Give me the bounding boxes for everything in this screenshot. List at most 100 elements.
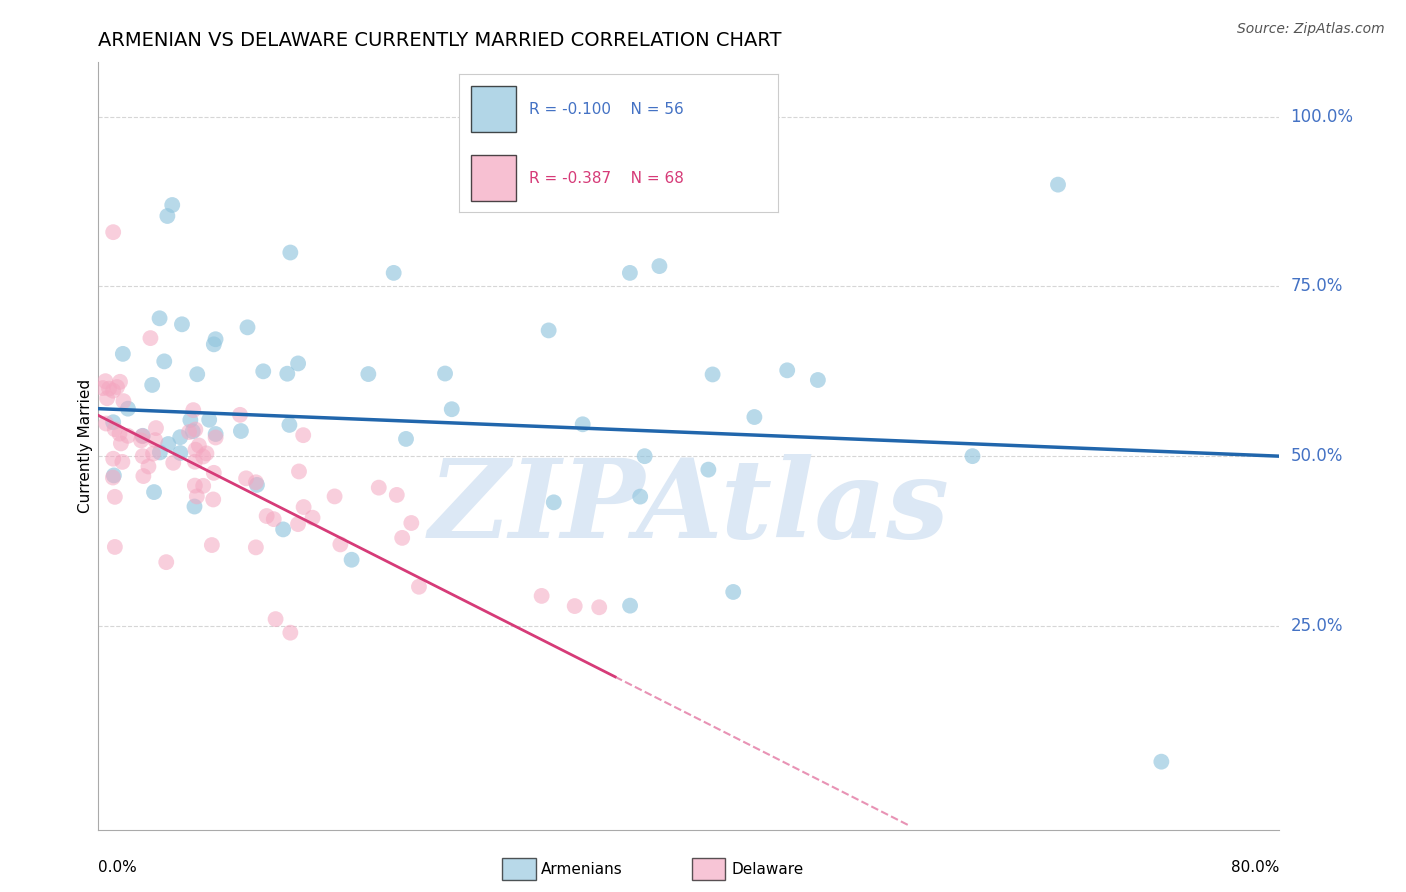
- Point: [278, 417, 301, 432]
- Point: [94, 374, 117, 388]
- Point: [367, 481, 389, 495]
- Point: [776, 363, 799, 377]
- Point: [1047, 178, 1070, 192]
- Point: [98, 382, 121, 396]
- Point: [648, 259, 671, 273]
- Point: [571, 417, 593, 432]
- Point: [628, 490, 651, 504]
- Point: [111, 455, 134, 469]
- Point: [235, 471, 257, 485]
- Point: [301, 510, 323, 524]
- Point: [153, 354, 176, 368]
- Point: [340, 553, 363, 567]
- Point: [170, 318, 193, 332]
- Point: [229, 424, 252, 438]
- Point: [149, 445, 172, 459]
- Point: [139, 331, 162, 345]
- Point: [103, 225, 125, 239]
- Point: [112, 394, 135, 409]
- Point: [169, 430, 191, 444]
- Point: [96, 417, 118, 431]
- Point: [117, 401, 139, 416]
- Point: [108, 426, 131, 441]
- Point: [181, 403, 204, 417]
- Point: [408, 580, 430, 594]
- Point: [184, 442, 207, 457]
- Point: [181, 425, 204, 439]
- Point: [292, 500, 315, 514]
- Point: [193, 479, 215, 493]
- Point: [101, 470, 124, 484]
- Text: Delaware: Delaware: [731, 863, 803, 877]
- Point: [132, 449, 155, 463]
- Point: [385, 488, 408, 502]
- Point: [177, 425, 200, 439]
- Text: Armenians: Armenians: [541, 863, 623, 877]
- Y-axis label: Currently Married: Currently Married: [77, 379, 93, 513]
- Point: [264, 612, 287, 626]
- Point: [191, 450, 214, 464]
- Point: [288, 465, 311, 479]
- Point: [129, 434, 152, 448]
- Point: [204, 332, 226, 346]
- Point: [156, 209, 179, 223]
- Point: [401, 516, 423, 530]
- Point: [543, 495, 565, 509]
- Point: [323, 490, 346, 504]
- Point: [440, 402, 463, 417]
- Point: [157, 437, 180, 451]
- Point: [184, 478, 207, 492]
- Text: 75.0%: 75.0%: [1291, 277, 1343, 295]
- Point: [142, 447, 165, 461]
- Point: [101, 384, 124, 398]
- Point: [530, 589, 553, 603]
- Point: [91, 381, 114, 395]
- Point: [162, 198, 183, 212]
- Point: [143, 485, 166, 500]
- Point: [744, 410, 766, 425]
- Point: [246, 478, 269, 492]
- Point: [103, 451, 125, 466]
- Point: [105, 380, 128, 394]
- Point: [187, 438, 209, 452]
- Point: [184, 455, 207, 469]
- Point: [108, 375, 131, 389]
- Text: ZIPAtlas: ZIPAtlas: [429, 454, 949, 561]
- Point: [111, 347, 134, 361]
- Point: [1150, 755, 1173, 769]
- Text: 80.0%: 80.0%: [1232, 860, 1279, 875]
- Text: Source: ZipAtlas.com: Source: ZipAtlas.com: [1237, 22, 1385, 37]
- Point: [252, 364, 274, 378]
- Point: [148, 311, 170, 326]
- Point: [169, 446, 191, 460]
- Point: [104, 490, 127, 504]
- Point: [202, 466, 225, 480]
- Point: [179, 413, 201, 427]
- Point: [588, 600, 610, 615]
- Point: [103, 468, 125, 483]
- Point: [132, 469, 155, 483]
- Point: [634, 449, 657, 463]
- Point: [723, 585, 745, 599]
- Point: [236, 320, 259, 334]
- Point: [395, 432, 418, 446]
- Point: [202, 337, 225, 351]
- Point: [186, 368, 208, 382]
- Point: [96, 391, 118, 405]
- Point: [256, 508, 278, 523]
- Point: [204, 430, 226, 444]
- Point: [271, 523, 294, 537]
- Text: 50.0%: 50.0%: [1291, 447, 1343, 466]
- Point: [186, 490, 208, 504]
- Point: [104, 422, 127, 436]
- Point: [292, 428, 315, 442]
- Point: [183, 500, 205, 514]
- Point: [329, 537, 352, 551]
- Point: [155, 555, 177, 569]
- Text: 0.0%: 0.0%: [98, 860, 138, 875]
- Point: [697, 462, 720, 476]
- Point: [131, 429, 153, 443]
- Point: [141, 378, 163, 392]
- Point: [245, 475, 267, 490]
- Point: [280, 625, 302, 640]
